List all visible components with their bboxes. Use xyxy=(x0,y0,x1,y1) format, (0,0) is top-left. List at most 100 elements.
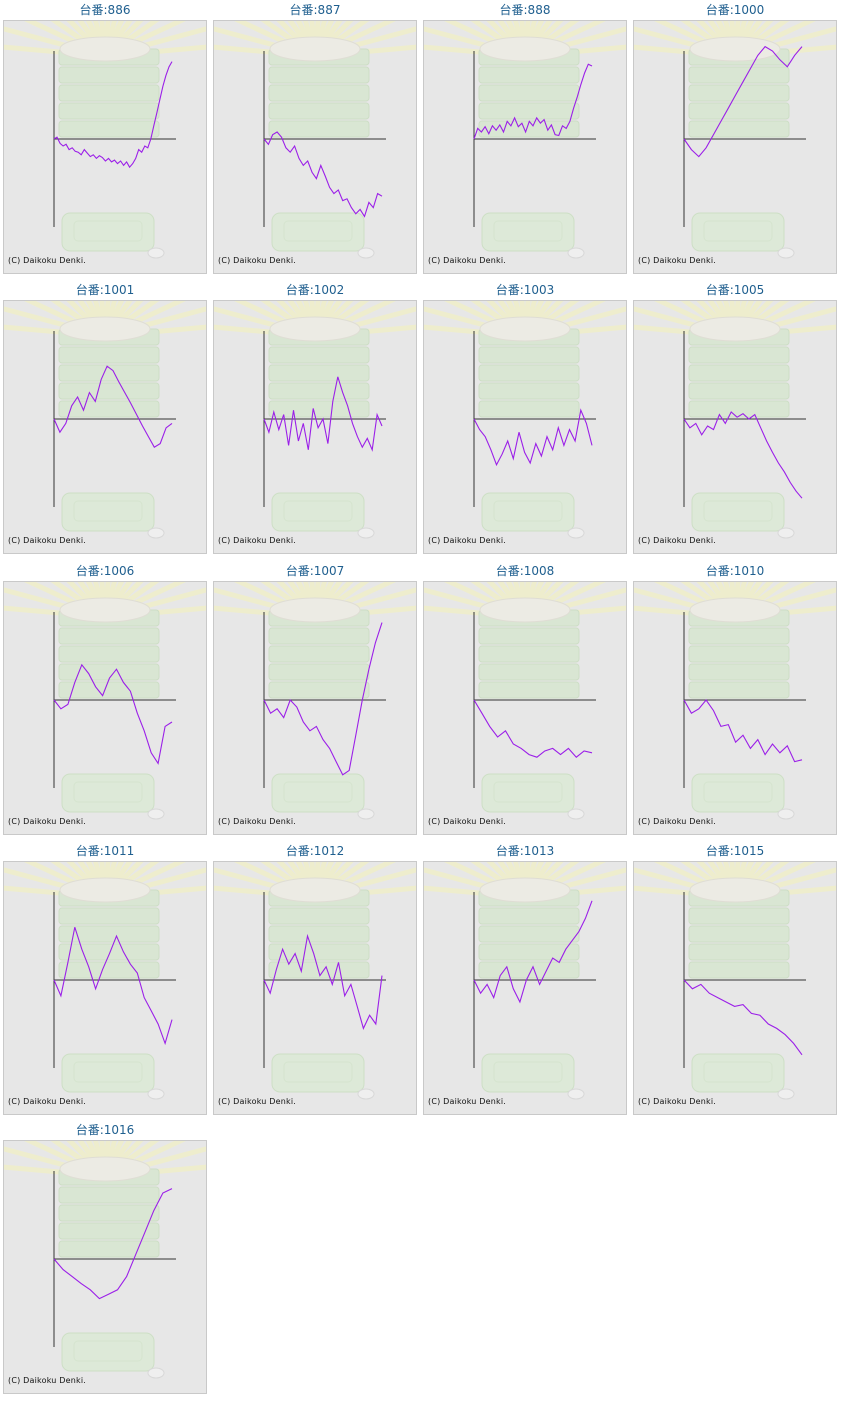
chart-frame: (C) Daikoku Denki. xyxy=(213,20,417,274)
chart-plot xyxy=(634,21,836,259)
series-line xyxy=(263,376,383,452)
chart-plot xyxy=(424,582,626,820)
copyright-text: (C) Daikoku Denki. xyxy=(8,536,87,545)
background-decoration xyxy=(424,862,626,1100)
series-line xyxy=(53,365,173,448)
chart-frame: (C) Daikoku Denki. xyxy=(3,300,207,554)
copyright-text: (C) Daikoku Denki. xyxy=(638,817,717,826)
chart-frame: (C) Daikoku Denki. xyxy=(423,861,627,1115)
chart-frame: (C) Daikoku Denki. xyxy=(3,861,207,1115)
chart-plot xyxy=(214,301,416,539)
chart-title: 台番:1001 xyxy=(75,283,135,297)
chart-cell: 台番:1013 (C) Daikoku Denki. xyxy=(420,841,630,1115)
chart-plot xyxy=(4,582,206,820)
chart-title: 台番:1016 xyxy=(75,1123,135,1137)
chart-frame: (C) Daikoku Denki. xyxy=(3,1140,207,1394)
copyright-text: (C) Daikoku Denki. xyxy=(428,817,507,826)
series-line xyxy=(53,663,173,765)
background-decoration xyxy=(4,582,206,820)
background-decoration xyxy=(4,21,206,259)
chart-cell: 台番:1007 (C) Daikoku Denki. xyxy=(210,561,420,835)
copyright-text: (C) Daikoku Denki. xyxy=(638,256,717,265)
chart-plot xyxy=(634,301,836,539)
background-decoration xyxy=(214,862,416,1100)
chart-plot xyxy=(424,862,626,1100)
chart-frame: (C) Daikoku Denki. xyxy=(213,300,417,554)
copyright-text: (C) Daikoku Denki. xyxy=(218,256,297,265)
chart-frame: (C) Daikoku Denki. xyxy=(213,861,417,1115)
series-line xyxy=(263,933,383,1030)
chart-plot xyxy=(214,862,416,1100)
background-decoration xyxy=(214,582,416,820)
background-decoration xyxy=(4,1141,206,1379)
copyright-text: (C) Daikoku Denki. xyxy=(8,817,87,826)
chart-title: 台番:1011 xyxy=(75,844,135,858)
series-line xyxy=(683,411,803,499)
chart-plot xyxy=(634,862,836,1100)
chart-cell: 台番:1002 (C) Daikoku Denki. xyxy=(210,280,420,554)
chart-title: 台番:1008 xyxy=(495,564,555,578)
copyright-text: (C) Daikoku Denki. xyxy=(218,1097,297,1106)
series-line xyxy=(683,699,803,763)
series-line xyxy=(473,408,593,467)
chart-plot xyxy=(424,21,626,259)
background-decoration xyxy=(634,301,836,539)
series-line xyxy=(473,900,593,1004)
chart-title: 台番:1013 xyxy=(495,844,555,858)
background-decoration xyxy=(424,301,626,539)
chart-title: 台番:887 xyxy=(289,3,341,17)
series-line xyxy=(473,63,593,140)
chart-plot xyxy=(214,582,416,820)
chart-frame: (C) Daikoku Denki. xyxy=(3,581,207,835)
chart-frame: (C) Daikoku Denki. xyxy=(213,581,417,835)
series-line xyxy=(683,979,803,1056)
chart-cell: 台番:1012 (C) Daikoku Denki. xyxy=(210,841,420,1115)
chart-plot xyxy=(4,862,206,1100)
chart-frame: (C) Daikoku Denki. xyxy=(633,20,837,274)
chart-cell: 台番:1006 (C) Daikoku Denki. xyxy=(0,561,210,835)
series-line xyxy=(53,1188,173,1300)
chart-title: 台番:1010 xyxy=(705,564,765,578)
copyright-text: (C) Daikoku Denki. xyxy=(8,1376,87,1385)
chart-title: 台番:1003 xyxy=(495,283,555,297)
background-decoration xyxy=(214,21,416,259)
copyright-text: (C) Daikoku Denki. xyxy=(638,536,717,545)
series-line xyxy=(473,699,593,758)
copyright-text: (C) Daikoku Denki. xyxy=(428,256,507,265)
chart-title: 台番:1006 xyxy=(75,564,135,578)
chart-frame: (C) Daikoku Denki. xyxy=(633,861,837,1115)
chart-cell: 台番:887 (C) Daikoku Denki. xyxy=(210,0,420,274)
chart-cell: 台番:886 (C) Daikoku Denki. xyxy=(0,0,210,274)
copyright-text: (C) Daikoku Denki. xyxy=(8,1097,87,1106)
series-line xyxy=(53,61,173,169)
copyright-text: (C) Daikoku Denki. xyxy=(428,1097,507,1106)
chart-cell: 台番:1008 (C) Daikoku Denki. xyxy=(420,561,630,835)
chart-cell: 台番:1000 (C) Daikoku Denki. xyxy=(630,0,840,274)
chart-frame: (C) Daikoku Denki. xyxy=(633,300,837,554)
chart-plot xyxy=(4,1141,206,1379)
copyright-text: (C) Daikoku Denki. xyxy=(8,256,87,265)
chart-plot xyxy=(4,21,206,259)
chart-title: 台番:1000 xyxy=(705,3,765,17)
chart-cell: 台番:1015 (C) Daikoku Denki. xyxy=(630,841,840,1115)
chart-title: 台番:1012 xyxy=(285,844,345,858)
series-line xyxy=(263,131,383,218)
background-decoration xyxy=(4,862,206,1100)
chart-frame: (C) Daikoku Denki. xyxy=(423,300,627,554)
background-decoration xyxy=(4,301,206,539)
chart-frame: (C) Daikoku Denki. xyxy=(633,581,837,835)
background-decoration xyxy=(424,582,626,820)
chart-frame: (C) Daikoku Denki. xyxy=(423,20,627,274)
chart-plot xyxy=(4,301,206,539)
series-line xyxy=(683,45,803,158)
chart-cell: 台番:1011 (C) Daikoku Denki. xyxy=(0,841,210,1115)
background-decoration xyxy=(214,301,416,539)
chart-cell: 台番:1001 (C) Daikoku Denki. xyxy=(0,280,210,554)
series-line xyxy=(53,927,173,1046)
copyright-text: (C) Daikoku Denki. xyxy=(638,1097,717,1106)
copyright-text: (C) Daikoku Denki. xyxy=(428,536,507,545)
chart-cell: 台番:1010 (C) Daikoku Denki. xyxy=(630,561,840,835)
chart-cell: 台番:1005 (C) Daikoku Denki. xyxy=(630,280,840,554)
chart-title: 台番:1002 xyxy=(285,283,345,297)
